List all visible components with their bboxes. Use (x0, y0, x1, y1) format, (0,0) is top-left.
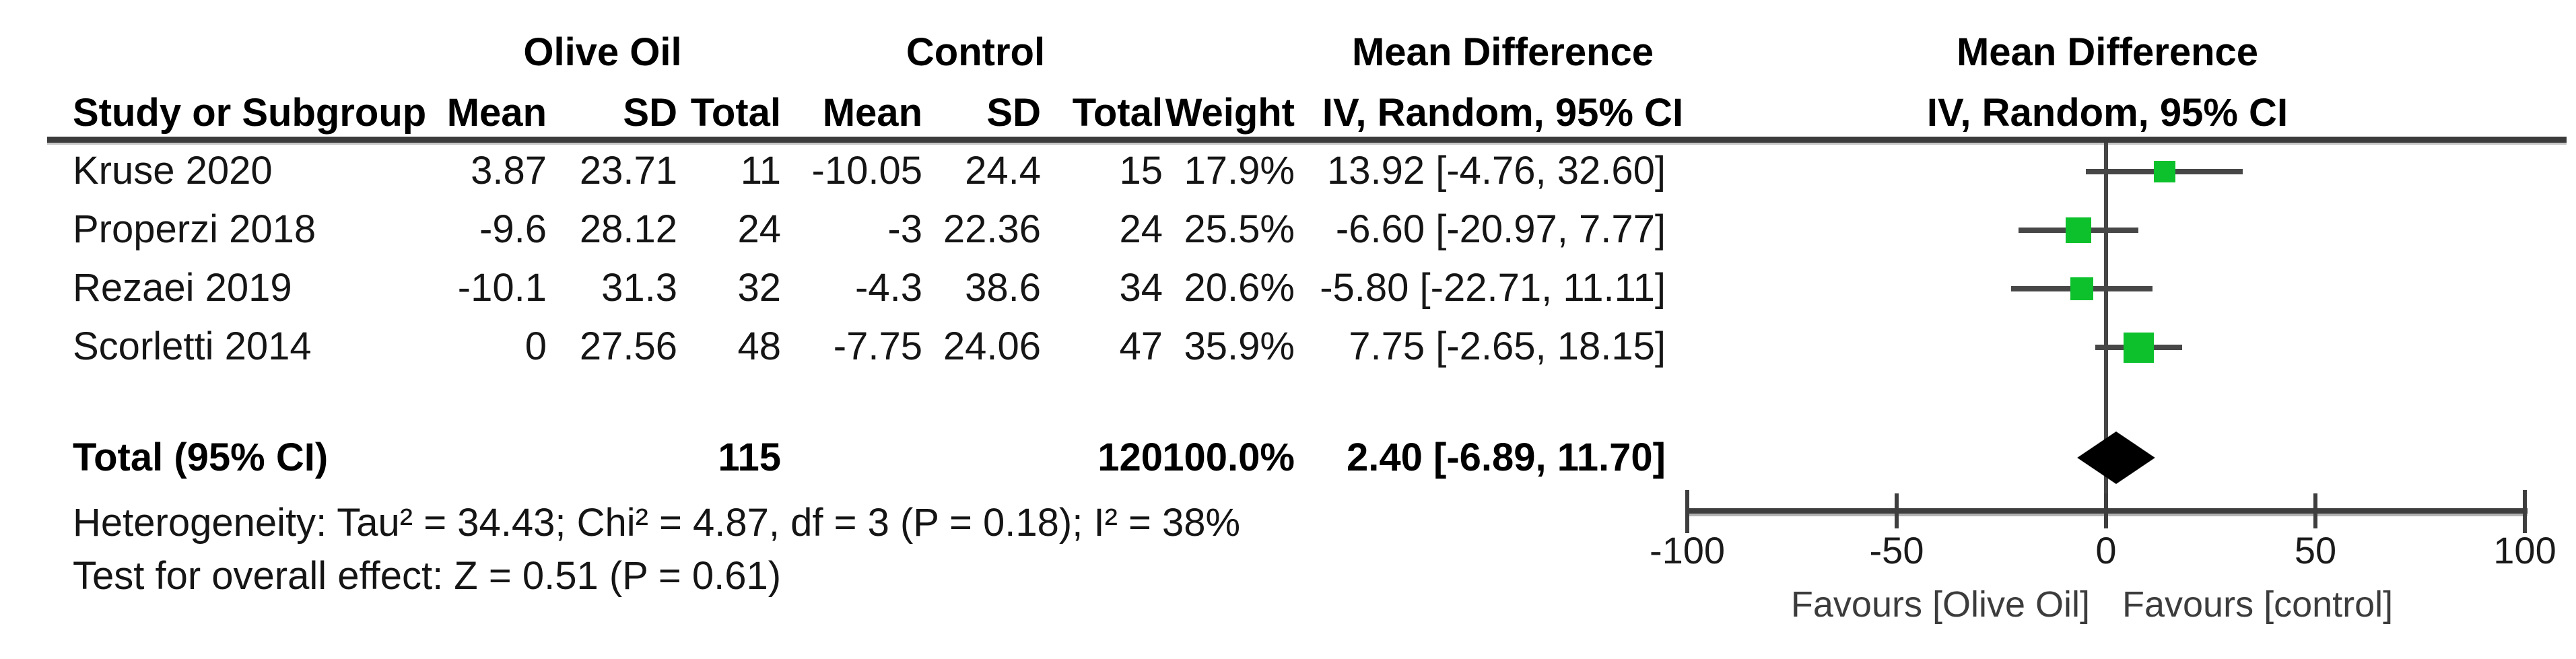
col-header-weight: Weight (1165, 91, 1295, 135)
study-ci-text: -6.60 [-20.97, 7.77] (1335, 207, 1666, 251)
study-ci-text: 7.75 [-2.65, 18.15] (1349, 324, 1666, 368)
col-header-total-olive: Total (690, 91, 781, 135)
col-header-study: Study or Subgroup (73, 91, 427, 135)
control-total: 15 (1119, 149, 1163, 193)
effect-square (2066, 217, 2091, 243)
effect-header-plot-column: Mean Difference (1956, 30, 2259, 74)
col-header-sd-olive: SD (623, 91, 677, 135)
olive-total: 24 (737, 207, 781, 251)
study-ci-text: -5.80 [-22.71, 11.11] (1320, 266, 1666, 310)
control-total: 34 (1119, 266, 1163, 310)
col-header-method-plot: IV, Random, 95% CI (1926, 91, 2289, 135)
axis-tick (1895, 493, 1899, 528)
header-rule (47, 137, 2567, 143)
axis-tick-label: 100 (2493, 529, 2556, 571)
col-header-total-control: Total (1072, 91, 1163, 135)
study-name: Scorletti 2014 (73, 324, 312, 368)
favours-left-label: Favours [Olive Oil] (1790, 584, 2090, 625)
effect-header-text-column: Mean Difference (1351, 30, 1654, 74)
study-weight: 17.9% (1184, 149, 1295, 193)
control-sd: 24.06 (943, 324, 1041, 368)
control-mean: -4.3 (855, 266, 922, 310)
control-mean: -7.75 (833, 324, 922, 368)
olive-sd: 23.71 (579, 149, 677, 193)
total-label: Total (95% CI) (73, 436, 329, 479)
control-mean: -3 (887, 207, 922, 251)
axis-tick-label: 50 (2294, 529, 2337, 571)
olive-total: 32 (737, 266, 781, 310)
group-header-control: Control (906, 30, 1046, 74)
col-header-sd-control: SD (986, 91, 1041, 135)
olive-total: 11 (740, 149, 781, 193)
favours-right-label: Favours [control] (2122, 584, 2394, 625)
control-total: 24 (1119, 207, 1163, 251)
axis-tick-label: 0 (2095, 529, 2117, 571)
study-name: Kruse 2020 (73, 149, 273, 193)
control-sd: 38.6 (965, 266, 1041, 310)
effect-square (2070, 277, 2093, 300)
study-name: Rezaei 2019 (73, 266, 292, 310)
olive-mean: -9.6 (479, 207, 547, 251)
zero-reference-line (2104, 143, 2108, 512)
study-ci-text: 13.92 [-4.76, 32.60] (1326, 149, 1666, 193)
header-rule-shadow (47, 143, 2567, 145)
effect-square (2124, 333, 2154, 363)
control-sd: 22.36 (943, 207, 1041, 251)
axis-tick (2523, 490, 2527, 533)
control-sd: 24.4 (965, 149, 1041, 193)
axis-tick (2313, 493, 2317, 528)
total-ci-text: 2.40 [-6.89, 11.70] (1347, 436, 1666, 479)
olive-sd: 28.12 (579, 207, 677, 251)
col-header-method-text: IV, Random, 95% CI (1322, 91, 1684, 135)
col-header-mean-control: Mean (822, 91, 922, 135)
total-weight: 100.0% (1162, 436, 1295, 479)
total-n-control: 120 (1097, 436, 1163, 479)
study-weight: 20.6% (1184, 266, 1295, 310)
control-total: 47 (1119, 324, 1163, 368)
total-effect-diamond (2077, 431, 2155, 484)
olive-mean: 0 (524, 324, 547, 368)
total-n-olive: 115 (718, 436, 781, 479)
olive-mean: -10.1 (457, 266, 547, 310)
olive-sd: 27.56 (579, 324, 677, 368)
overall-effect-text: Test for overall effect: Z = 0.51 (P = 0… (73, 554, 782, 598)
olive-sd: 31.3 (601, 266, 677, 310)
heterogeneity-text: Heterogeneity: Tau² = 34.43; Chi² = 4.87… (73, 501, 1241, 545)
effect-square (2154, 161, 2175, 182)
olive-mean: 3.87 (471, 149, 547, 193)
axis-tick-label: -50 (1869, 529, 1924, 571)
study-name: Properzi 2018 (73, 207, 316, 251)
study-weight: 35.9% (1184, 324, 1295, 368)
col-header-mean-olive: Mean (446, 91, 547, 135)
axis-tick (2104, 493, 2108, 528)
olive-total: 48 (737, 324, 781, 368)
axis-tick-label: -100 (1649, 529, 1726, 571)
group-header-olive-oil: Olive Oil (523, 30, 682, 74)
axis-tick (1685, 490, 1689, 533)
study-weight: 25.5% (1184, 207, 1295, 251)
control-mean: -10.05 (811, 149, 922, 193)
